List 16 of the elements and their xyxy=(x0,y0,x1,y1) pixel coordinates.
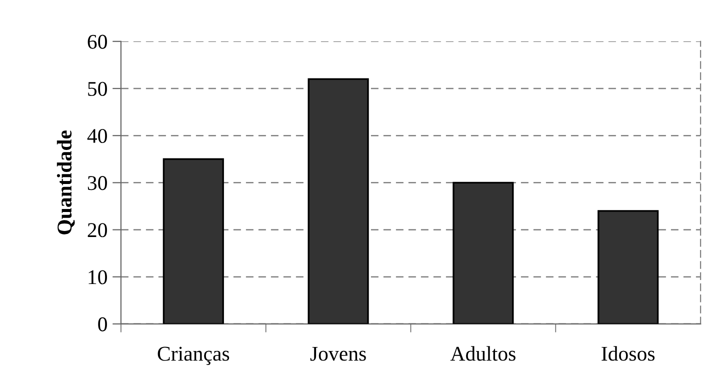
x-tick-label: Crianças xyxy=(158,346,230,366)
bar xyxy=(308,78,369,324)
x-tick-label: Idosos xyxy=(602,346,655,361)
y-tick-label: 40 xyxy=(87,128,107,144)
y-axis-title: Quantidade xyxy=(56,130,75,234)
y-tick-label: 30 xyxy=(88,176,107,190)
y-tick-label: 10 xyxy=(88,270,107,284)
bar xyxy=(598,210,659,324)
x-tick-label: Jovens xyxy=(310,346,366,361)
y-tick-label: 0 xyxy=(98,317,107,332)
x-tick-label: Adultos xyxy=(450,346,516,361)
y-tick-label: 20 xyxy=(88,223,107,238)
bar xyxy=(452,182,514,324)
y-tick-label: 60 xyxy=(88,34,107,49)
y-tick-label: 50 xyxy=(88,82,107,96)
bar xyxy=(162,158,224,324)
